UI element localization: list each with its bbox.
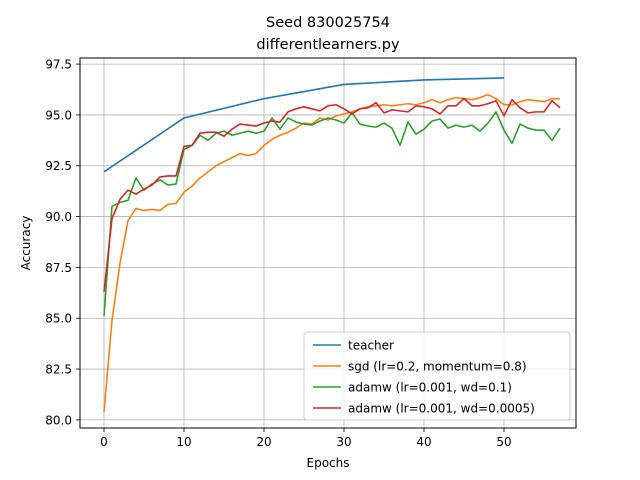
- x-tick-label: 10: [176, 435, 191, 449]
- legend-entry-label: adamw (lr=0.001, wd=0.1): [348, 381, 512, 395]
- y-axis-ticks: 80.0 82.5 85.0 87.5 90.0 92.5 95.0 97.5: [45, 58, 80, 427]
- x-tick-label: 30: [336, 435, 351, 449]
- y-tick-label: 92.5: [45, 159, 72, 173]
- x-tick-label: 20: [256, 435, 271, 449]
- chart-title-line2: differentlearners.py: [256, 37, 400, 53]
- plot-frame: [79, 57, 577, 429]
- x-tick-label: 0: [100, 435, 108, 449]
- series-line-2: [103, 111, 561, 317]
- grid: [80, 58, 576, 428]
- x-axis-ticks: 0 10 20 30 40 50: [100, 428, 512, 449]
- y-tick-label: 80.0: [45, 413, 72, 427]
- y-tick-label: 85.0: [45, 312, 72, 326]
- y-tick-label: 87.5: [45, 261, 72, 275]
- series-line-0: [103, 77, 505, 173]
- x-tick-label: 40: [416, 435, 431, 449]
- series-lines: [103, 77, 561, 412]
- y-tick-label: 97.5: [45, 58, 72, 72]
- chart-title-line1: Seed 830025754: [266, 15, 390, 31]
- series-line-1: [103, 93, 560, 412]
- legend-box: [303, 331, 571, 421]
- y-tick-label: 82.5: [45, 363, 72, 377]
- legend-entry-label: adamw (lr=0.001, wd=0.0005): [348, 402, 535, 416]
- legend-entry-label: teacher: [348, 339, 394, 353]
- y-axis-label: Accuracy: [19, 216, 33, 271]
- legend-entry-label: sgd (lr=0.2, momentum=0.8): [348, 360, 527, 374]
- x-axis-label: Epochs: [307, 456, 350, 470]
- y-tick-label: 90.0: [45, 210, 72, 224]
- y-tick-label: 95.0: [45, 108, 72, 122]
- x-tick-label: 50: [496, 435, 511, 449]
- legend: teacher sgd (lr=0.2, momentum=0.8) adamw (…: [303, 331, 571, 421]
- series-line-3: [103, 97, 561, 292]
